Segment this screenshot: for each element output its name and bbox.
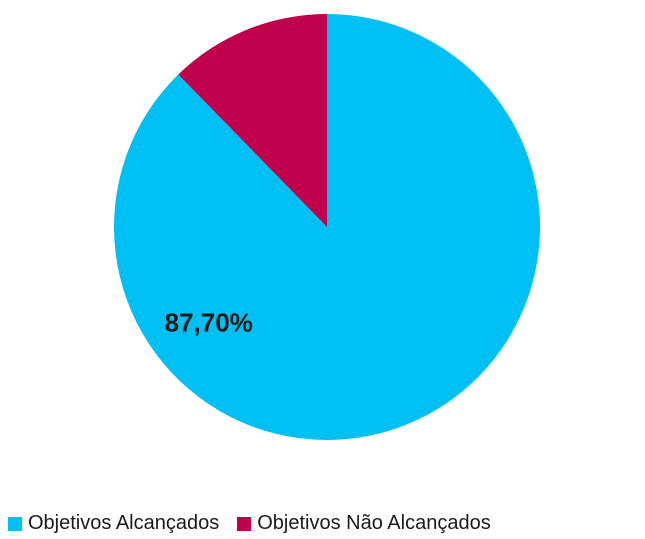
pie-data-label-0: 87,70% [165, 307, 253, 337]
pie-slice-1 [178, 14, 327, 227]
chart-legend: Objetivos Alcançados Objetivos Não Alcan… [8, 512, 509, 535]
pie-chart: 87,70% [114, 14, 541, 440]
legend-swatch-nao-alcancados [237, 516, 252, 531]
legend-item-nao-alcancados: Objetivos Não Alcançados [237, 512, 491, 535]
pie-slices [114, 14, 541, 440]
legend-label-nao-alcancados: Objetivos Não Alcançados [257, 512, 491, 534]
legend-label-alcancados: Objetivos Alcançados [28, 512, 220, 534]
legend-item-alcancados: Objetivos Alcançados [8, 512, 219, 535]
legend-swatch-alcancados [8, 516, 22, 531]
pie-data-labels: 87,70% [165, 307, 253, 337]
